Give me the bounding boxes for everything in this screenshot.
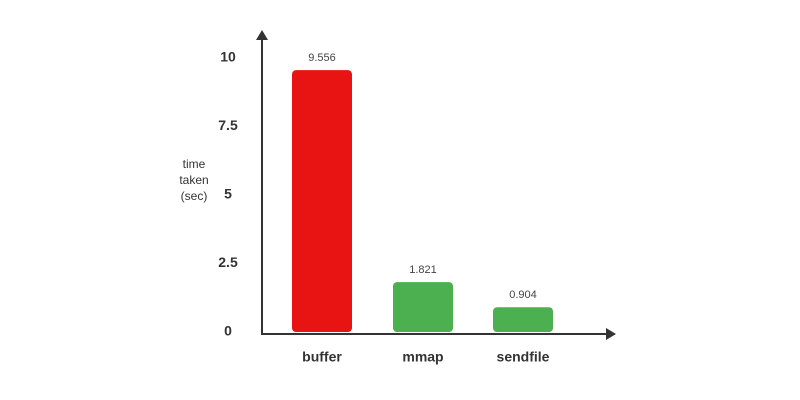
x-axis-arrow [606,328,616,340]
y-axis-label: time taken (sec) [179,157,209,203]
y-tick-label: 10 [220,49,236,65]
value-label: 0.904 [509,289,537,301]
x-tick-label: sendfile [497,349,550,365]
bar [292,70,352,333]
value-label: 1.821 [409,264,437,276]
y-tick-label: 5 [224,186,232,202]
x-tick-label: mmap [402,349,443,365]
bar [493,307,553,332]
x-tick-label: buffer [302,349,342,365]
y-tick-label: 0 [224,323,232,339]
bar [393,282,453,332]
value-label: 9.556 [308,52,336,64]
y-tick-label: 7.5 [218,117,238,133]
y-axis-arrow [256,30,268,40]
y-tick-label: 2.5 [218,254,238,270]
